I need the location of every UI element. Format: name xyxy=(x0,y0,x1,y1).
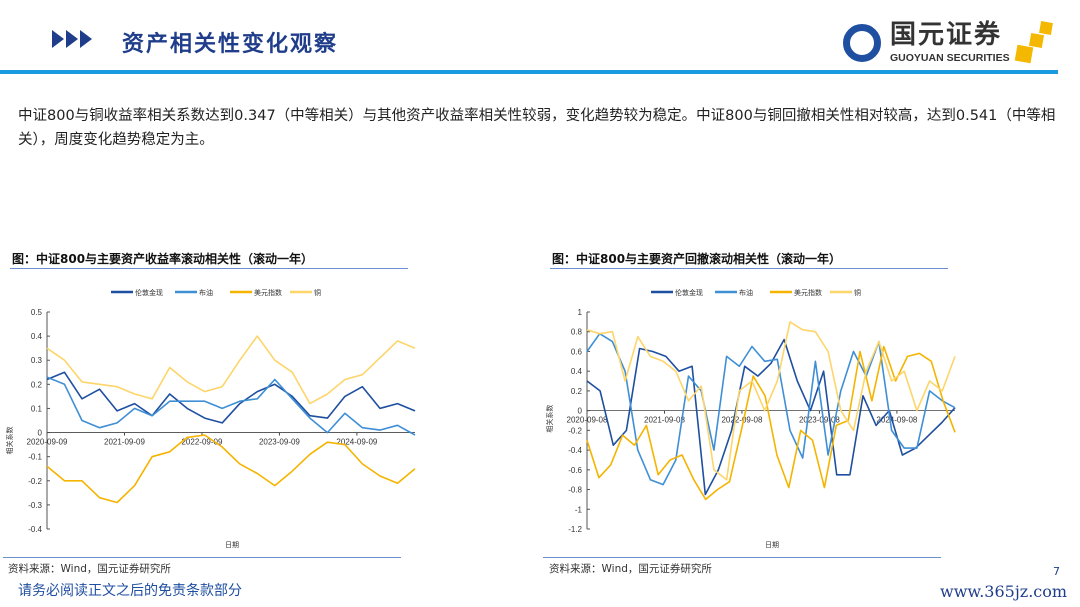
x-tick-label: 2022-09-09 xyxy=(181,438,222,447)
y-tick-label: 0.5 xyxy=(31,308,43,317)
legend-label: 美元指数 xyxy=(794,288,822,297)
y-tick-label: -1 xyxy=(575,505,583,514)
logo-emblem-icon xyxy=(843,24,881,62)
series-line-gold xyxy=(586,338,956,496)
logo-square-icon xyxy=(1039,21,1053,35)
y-tick-label: 0.2 xyxy=(31,380,43,389)
y-tick-label: 0.2 xyxy=(571,387,583,396)
y-tick-label: -0.4 xyxy=(568,446,582,455)
y-tick-label: -0.3 xyxy=(28,501,42,510)
chart-drawdown-correlation: 伦敦金现 布油 美元指数 铜 1 0.8 0.6 0.4 0.2 0 -0.2 -0.4 -0.6 -0.… xyxy=(545,288,956,549)
y-tick-label: 0.3 xyxy=(31,356,43,365)
x-tick-label: 2022-09-08 xyxy=(721,416,762,425)
x-tick-label: 2024-09-09 xyxy=(336,438,377,447)
y-tick-label: 0.1 xyxy=(31,404,43,413)
y-tick-label: 0 xyxy=(38,429,43,438)
x-axis-label: 日期 xyxy=(765,541,779,549)
x-tick-label: 2021-09-09 xyxy=(104,438,145,447)
logo-en-text: GUOYUAN SECURITIES xyxy=(890,52,1010,64)
y-tick-label: 1 xyxy=(578,308,583,317)
series-line-usd xyxy=(586,345,956,501)
legend-label: 铜 xyxy=(854,288,861,297)
legend-label: 伦敦金现 xyxy=(135,288,163,297)
watermark: www.365jz.com xyxy=(940,582,1068,601)
summary-paragraph: 中证800与铜收益率相关系数达到0.347（中等相关）与其他资产收益率相关性较弱… xyxy=(18,108,1056,148)
chart1-source-line xyxy=(3,557,401,558)
legend-label: 美元指数 xyxy=(254,288,282,297)
logo-square-icon xyxy=(1014,44,1034,64)
chart2-source-line xyxy=(543,557,941,558)
legend-label: 布油 xyxy=(199,288,213,297)
series-line-brent xyxy=(586,332,956,486)
y-tick-label: -0.1 xyxy=(28,453,42,462)
series-line-usd xyxy=(46,434,416,504)
x-tick-label: 2023-09-09 xyxy=(259,438,300,447)
company-logo: 国元证券 GUOYUAN SECURITIES xyxy=(840,18,1065,68)
chart2-title-line xyxy=(550,268,948,269)
y-tick-label: 0.4 xyxy=(31,332,43,341)
y-tick-label: -0.6 xyxy=(568,466,582,475)
series-line-copper xyxy=(46,335,416,405)
series-line-brent xyxy=(46,376,416,436)
y-tick-label: 0.8 xyxy=(571,328,583,337)
x-tick-label: 2023-09-08 xyxy=(799,416,840,425)
y-axis-label: 相关系数 xyxy=(545,405,554,433)
y-axis-label: 相关系数 xyxy=(5,427,14,455)
disclaimer: 请务必阅读正文之后的免责条款部分 xyxy=(18,583,242,599)
header-arrows-icon xyxy=(52,30,92,48)
chart1-source: 资料来源：Wind，国元证券研究所 xyxy=(8,563,171,575)
chart2-source: 资料来源：Wind，国元证券研究所 xyxy=(549,563,712,575)
y-tick-label: 0.6 xyxy=(571,347,583,356)
x-tick-label: 2020-09-08 xyxy=(567,416,608,425)
y-tick-label: -0.4 xyxy=(28,525,42,534)
chart2-title: 图：中证800与主要资产回撤滚动相关性（滚动一年） xyxy=(552,252,842,266)
page-number: 7 xyxy=(1053,565,1060,578)
y-tick-label: -0.8 xyxy=(568,486,582,495)
legend-label: 伦敦金现 xyxy=(675,288,703,297)
logo-cn-text: 国元证券 xyxy=(890,20,1003,50)
y-tick-label: -0.2 xyxy=(568,426,582,435)
logo-square-icon xyxy=(1028,32,1045,49)
chart-returns-correlation: 伦敦金现 布油 美元指数 铜 0.5 0.4 0.3 0.2 0.1 0 -0.1 -0.2 -0.3 -… xyxy=(5,288,416,549)
y-tick-label: -1.2 xyxy=(568,525,582,534)
legend-label: 布油 xyxy=(739,288,753,297)
y-tick-label: 0 xyxy=(578,407,583,416)
x-axis-label: 日期 xyxy=(225,541,239,549)
x-tick-label: 2024-09-08 xyxy=(876,416,917,425)
series-line-gold xyxy=(46,371,416,424)
legend-label: 铜 xyxy=(314,288,321,297)
x-tick-label: 2021-09-08 xyxy=(644,416,685,425)
chart1-title-line xyxy=(10,268,408,269)
x-tick-label: 2020-09-09 xyxy=(27,438,68,447)
series-line-copper xyxy=(586,321,956,481)
header-divider xyxy=(0,70,1058,74)
chart1-title: 图：中证800与主要资产收益率滚动相关性（滚动一年） xyxy=(12,252,314,266)
page-title: 资产相关性变化观察 xyxy=(122,32,339,57)
y-tick-label: -0.2 xyxy=(28,477,42,486)
y-tick-label: 0.4 xyxy=(571,367,583,376)
